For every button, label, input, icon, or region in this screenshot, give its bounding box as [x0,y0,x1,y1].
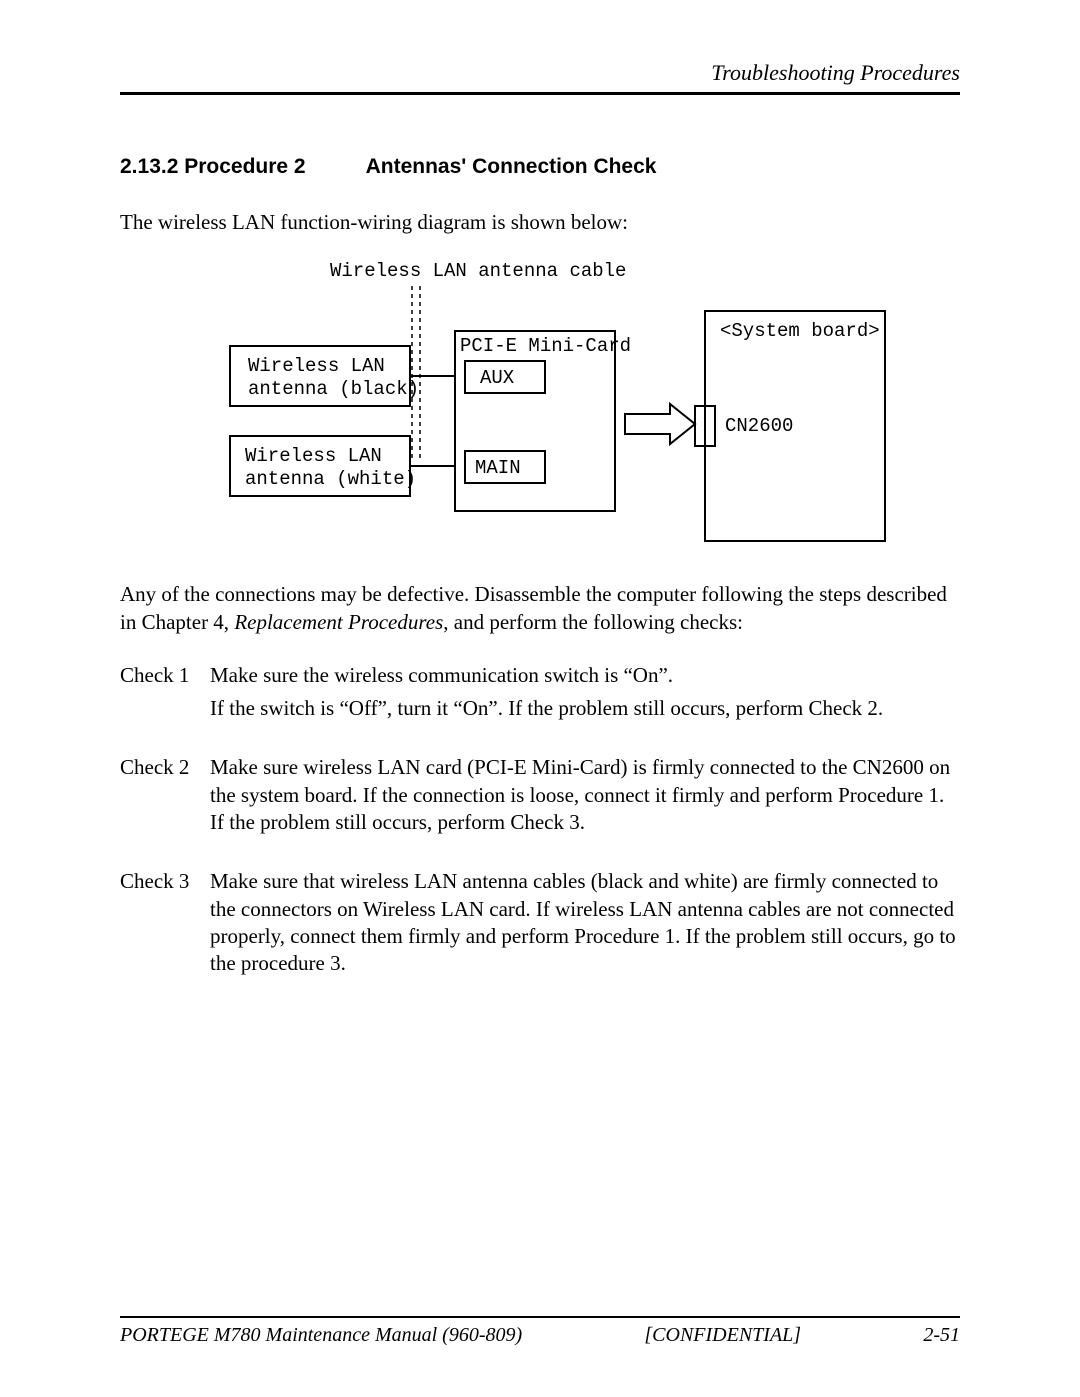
checks-list: Check 1 Make sure the wireless communica… [120,662,960,984]
check-line: Make sure the wireless communication swi… [210,662,960,689]
check-line: Make sure that wireless LAN antenna cabl… [210,868,960,977]
antenna-white-line1: Wireless LAN [245,445,382,467]
after-diagram-text: Any of the connections may be defective.… [120,581,960,636]
antenna-black-line2: antenna (black) [248,378,419,400]
page: Troubleshooting Procedures 2.13.2 Proced… [0,0,1080,1397]
footer-left: PORTEGE M780 Maintenance Manual (960-809… [120,1324,522,1347]
wiring-diagram: Wireless LAN antenna cable Wireless LAN … [180,256,900,561]
page-footer: PORTEGE M780 Maintenance Manual (960-809… [120,1316,960,1347]
check-line: If the switch is “Off”, turn it “On”. If… [210,695,960,722]
main-label: MAIN [475,457,521,479]
check-row: Check 1 Make sure the wireless communica… [120,662,960,729]
after-italic: Replacement Procedures [234,610,443,634]
check-label: Check 3 [120,868,210,983]
check-row: Check 2 Make sure wireless LAN card (PCI… [120,754,960,842]
aux-label: AUX [480,367,515,389]
check-label: Check 2 [120,754,210,842]
antenna-black-line1: Wireless LAN [248,355,385,377]
footer-center: [CONFIDENTIAL] [644,1324,801,1347]
after-post: , and perform the following checks: [443,610,743,634]
check-line: Make sure wireless LAN card (PCI-E Mini-… [210,754,960,836]
section-heading: 2.13.2 Procedure 2 Antennas' Connection C… [120,155,960,179]
check-body: Make sure wireless LAN card (PCI-E Mini-… [210,754,960,842]
diagram-title: Wireless LAN antenna cable [330,260,626,282]
section-title: Antennas' Connection Check [366,155,657,178]
footer-right: 2-51 [923,1324,960,1347]
pci-card-label: PCI-E Mini-Card [460,335,631,357]
system-board-label: <System board> [720,320,880,342]
connector-label: CN2600 [725,415,793,437]
intro-text: The wireless LAN function-wiring diagram… [120,209,960,236]
header-title: Troubleshooting Procedures [711,60,960,85]
check-label: Check 1 [120,662,210,729]
section-number: 2.13.2 Procedure 2 [120,155,306,178]
antenna-white-line2: antenna (white) [245,468,416,490]
check-body: Make sure that wireless LAN antenna cabl… [210,868,960,983]
block-arrow [625,404,695,444]
check-row: Check 3 Make sure that wireless LAN ante… [120,868,960,983]
check-body: Make sure the wireless communication swi… [210,662,960,729]
page-header: Troubleshooting Procedures [120,60,960,95]
